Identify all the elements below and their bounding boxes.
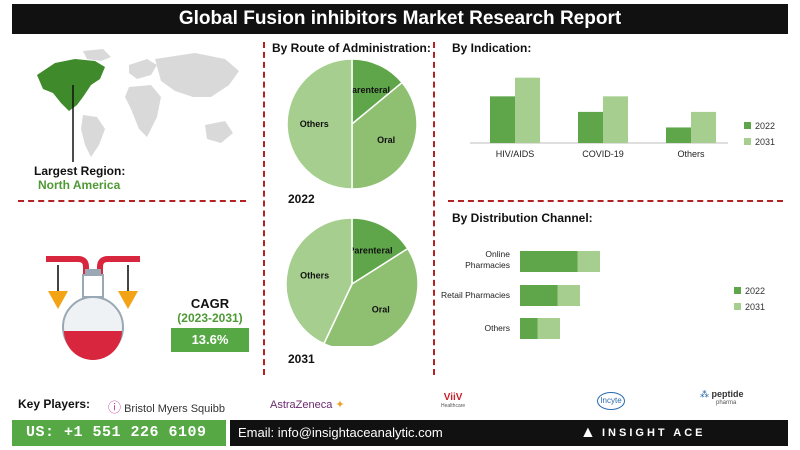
y-tick-label: Retail Pharmacies <box>441 290 510 300</box>
divider-vertical-right <box>433 42 435 375</box>
pie-slice-parenteral <box>351 217 409 286</box>
route-pies: Parenteral Oral Others Parenteral Oral Other… <box>285 58 419 346</box>
pie-label-oral: Oral <box>377 135 395 145</box>
pie-label-oral: Oral <box>372 304 390 314</box>
route-title: By Route of Administration: <box>272 41 431 55</box>
footer-email: Email: info@insightaceanalytic.com <box>230 420 568 446</box>
pie-slice-oral <box>351 81 418 190</box>
flask-icon <box>38 245 148 365</box>
molecule-icon: ⁂ <box>700 389 709 399</box>
pie-label-parenteral: Parenteral <box>346 85 390 95</box>
divider-horizontal-left <box>18 200 246 202</box>
bar-others-2031 <box>537 318 560 339</box>
brand-logo-icon: ▲ <box>580 424 596 441</box>
divider-horizontal-right <box>448 200 783 202</box>
y-tick-label: Online Pharmacies <box>465 249 510 270</box>
cagr-period: (2023-2031) <box>177 311 243 325</box>
bar-covid-19-2031 <box>603 96 628 143</box>
bar-others-2022 <box>520 318 538 339</box>
world-map-icon <box>37 49 239 162</box>
key-players-label: Key Players: <box>18 397 91 411</box>
bar-retail-pharmacies-2022 <box>520 285 558 306</box>
bar-online-pharmacies-2031 <box>577 251 600 272</box>
divider-vertical-left <box>263 42 265 375</box>
largest-region-label: Largest Region: <box>34 164 126 178</box>
pie-slice-others <box>285 217 353 345</box>
legend-swatch-2022 <box>744 122 751 129</box>
bar-online-pharmacies-2022 <box>520 251 578 272</box>
distribution-title: By Distribution Channel: <box>452 211 593 225</box>
pie-label-others: Others <box>300 271 329 281</box>
pie-2022-caption: 2022 <box>288 192 315 206</box>
largest-region-value: North America <box>38 178 121 192</box>
bar-others-2031 <box>691 111 716 143</box>
indication-chart: HIV/AIDS COVID-19 Others 2022 2031 <box>470 77 775 159</box>
pie-slice-parenteral <box>351 58 404 126</box>
footer-phone: US: +1 551 226 6109 <box>12 420 226 446</box>
bar-covid-19-2022 <box>578 111 603 143</box>
bar-others-2022 <box>666 127 691 143</box>
logo-astrazeneca: AstraZeneca ✦ <box>270 399 345 411</box>
legend-swatch-2022 <box>734 287 741 294</box>
bms-icon: ⓘ <box>108 400 122 415</box>
legend-label-2022: 2022 <box>755 121 775 131</box>
world-map <box>25 45 250 163</box>
logo-incyte: Incyte <box>597 392 625 410</box>
page-title: Global Fusion inhibitors Market Research… <box>12 4 788 34</box>
pie-slice-others <box>286 58 353 190</box>
logo-bms: ⓘ Bristol Myers Squibb <box>108 400 225 415</box>
legend-swatch-2031 <box>734 303 741 310</box>
y-tick-label: Others <box>484 323 510 333</box>
bar-hiv-aids-2031 <box>515 77 540 143</box>
legend-label-2031: 2031 <box>745 302 765 312</box>
x-tick-label: HIV/AIDS <box>496 149 535 159</box>
footer-brand: ▲ INSIGHT ACE ANALYTIC <box>568 420 788 446</box>
bar-retail-pharmacies-2031 <box>557 285 580 306</box>
bar-hiv-aids-2022 <box>490 96 515 143</box>
indication-title: By Indication: <box>452 41 532 55</box>
cagr-label: CAGR <box>190 296 230 311</box>
astrazeneca-icon: ✦ <box>332 399 345 411</box>
cagr-value: 13.6% <box>171 328 249 352</box>
x-tick-label: Others <box>677 149 705 159</box>
pie-2022: Parenteral Oral Others <box>286 58 418 190</box>
logo-peptide: ⁂ peptide pharma <box>700 389 744 407</box>
pie-label-others: Others <box>300 119 329 129</box>
logo-viiv: ViiV Healthcare <box>441 392 466 410</box>
distribution-chart: Online Pharmacies Retail Pharmacies Others 2… <box>441 249 765 339</box>
pie-slice-oral <box>322 247 419 346</box>
legend-label-2031: 2031 <box>755 137 775 147</box>
pie-2031-caption: 2031 <box>288 352 315 366</box>
x-tick-label: COVID-19 <box>582 149 624 159</box>
pie-2031: Parenteral Oral Others <box>285 217 419 346</box>
legend-label-2022: 2022 <box>745 286 765 296</box>
pie-label-parenteral: Parenteral <box>348 245 392 255</box>
legend-swatch-2031 <box>744 138 751 145</box>
